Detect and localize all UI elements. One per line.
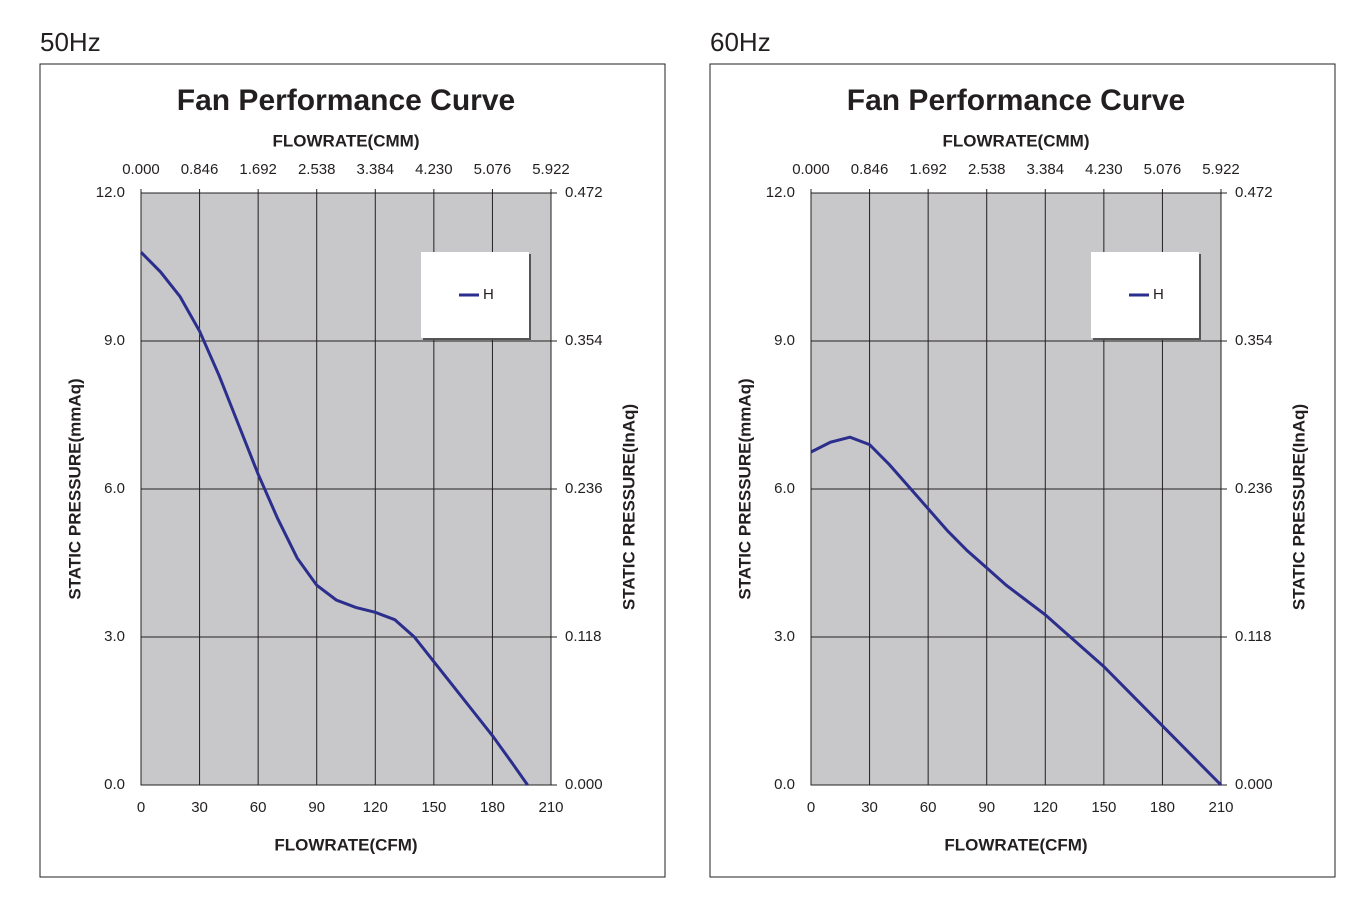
x-tick-label: 120 — [363, 799, 388, 816]
y2-tick-label: 0.118 — [565, 628, 601, 645]
y2-tick-label: 0.118 — [1235, 628, 1271, 645]
y2-tick-label: 0.000 — [1235, 776, 1273, 793]
data-line — [139, 251, 529, 786]
x2-tick-label: 0.000 — [122, 161, 160, 178]
x2-tick-label: 0.846 — [181, 161, 219, 178]
x-tick-label: 180 — [480, 799, 505, 816]
y2-tick-label: 0.000 — [565, 776, 603, 793]
x2-axis-label: FLOWRATE(CMM) — [943, 131, 1090, 150]
x2-tick-label: 5.922 — [1202, 161, 1240, 178]
x2-tick-label: 0.000 — [792, 161, 830, 178]
x2-tick-label: 5.076 — [474, 161, 512, 178]
y-tick-label: 9.0 — [104, 332, 125, 349]
x-tick-label: 30 — [191, 799, 208, 816]
x2-tick-label: 0.846 — [851, 161, 889, 178]
y-tick-label: 9.0 — [774, 332, 795, 349]
chart-panel: 60Hz Fan Performance Curve FLOWRATE(CMM) FL… — [709, 27, 1336, 878]
chart-title: Fan Performance Curve — [847, 84, 1185, 117]
x-tick-label: 30 — [861, 799, 878, 816]
x-tick-label: 0 — [807, 799, 815, 816]
x-tick-label: 210 — [1208, 799, 1233, 816]
panel-label: 50Hz — [40, 27, 101, 57]
y2-tick-label: 0.354 — [1235, 332, 1273, 349]
chart-title: Fan Performance Curve — [177, 84, 515, 117]
y2-tick-label: 0.472 — [565, 184, 603, 201]
x-tick-label: 90 — [978, 799, 995, 816]
y-tick-label: 0.0 — [104, 776, 125, 793]
y-tick-label: 6.0 — [774, 480, 795, 497]
x-tick-label: 180 — [1150, 799, 1175, 816]
panel-label: 60Hz — [710, 27, 771, 57]
y2-tick-label: 0.472 — [1235, 184, 1273, 201]
x-axis-label: FLOWRATE(CFM) — [274, 835, 417, 854]
y2-tick-label: 0.236 — [565, 480, 603, 497]
y2-tick-label: 0.354 — [565, 332, 603, 349]
x-tick-label: 60 — [250, 799, 267, 816]
x-tick-label: 90 — [308, 799, 325, 816]
y-tick-label: 6.0 — [104, 480, 125, 497]
x-tick-label: 0 — [137, 799, 145, 816]
x2-tick-label: 1.692 — [909, 161, 947, 178]
y-tick-label: 12.0 — [766, 184, 795, 201]
legend-label: H — [483, 286, 494, 303]
x2-tick-label: 2.538 — [968, 161, 1006, 178]
y-tick-label: 3.0 — [774, 628, 795, 645]
x-tick-label: 150 — [421, 799, 446, 816]
x2-tick-label: 4.230 — [415, 161, 453, 178]
y2-axis-label: STATIC PRESSURE(InAq) — [1289, 404, 1308, 610]
x-tick-label: 60 — [920, 799, 937, 816]
data-line — [810, 435, 1223, 787]
x-tick-label: 120 — [1033, 799, 1058, 816]
x-tick-label: 210 — [538, 799, 563, 816]
x2-tick-label: 5.922 — [532, 161, 570, 178]
x2-tick-label: 3.384 — [1027, 161, 1065, 178]
legend-label: H — [1153, 286, 1164, 303]
x-tick-label: 150 — [1091, 799, 1116, 816]
y-tick-label: 3.0 — [104, 628, 125, 645]
x2-tick-label: 2.538 — [298, 161, 336, 178]
x2-tick-label: 5.076 — [1144, 161, 1182, 178]
y2-axis-label: STATIC PRESSURE(InAq) — [619, 404, 638, 610]
x-axis-label: FLOWRATE(CFM) — [944, 835, 1087, 854]
y-tick-label: 12.0 — [96, 184, 125, 201]
x2-tick-label: 4.230 — [1085, 161, 1123, 178]
x2-tick-label: 1.692 — [239, 161, 277, 178]
x2-tick-label: 3.384 — [357, 161, 395, 178]
y-axis-label: STATIC PRESSURE(mmAq) — [735, 378, 754, 599]
x2-axis-label: FLOWRATE(CMM) — [273, 131, 420, 150]
y-tick-label: 0.0 — [774, 776, 795, 793]
chart-panel: 50Hz Fan Performance Curve FLOWRATE(CMM) FL… — [39, 27, 666, 878]
y2-tick-label: 0.236 — [1235, 480, 1273, 497]
y-axis-label: STATIC PRESSURE(mmAq) — [65, 378, 84, 599]
